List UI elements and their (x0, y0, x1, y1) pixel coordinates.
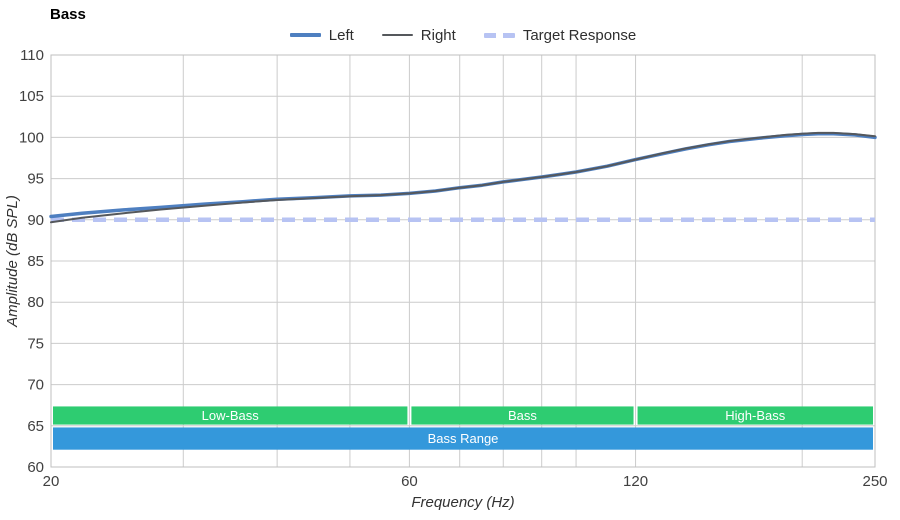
y-tick-label-80: 80 (27, 294, 44, 311)
y-tick-label-105: 105 (19, 88, 44, 105)
y-tick-label-60: 60 (27, 459, 44, 476)
legend-label-right: Right (420, 26, 456, 44)
band-bass (411, 406, 634, 425)
y-tick-label-110: 110 (20, 47, 44, 64)
legend-label-left: Left (328, 26, 354, 44)
series-line-left (49, 131, 877, 219)
x-tick-label-250hz: 250 (862, 473, 887, 490)
chart-title: Bass (50, 6, 86, 23)
band-bass-range (53, 427, 873, 450)
band-label-bass-range: Bass Range (428, 431, 499, 446)
x-axis-title: Frequency (Hz) (411, 494, 514, 511)
legend: Left Right Target Response (51, 26, 875, 44)
right-line-swatch-icon (381, 34, 413, 36)
band-low-bass (53, 406, 408, 425)
x-tick-label-60hz: 60 (401, 473, 418, 490)
legend-item-left: Left (289, 26, 354, 44)
y-tick-label-70: 70 (27, 377, 44, 394)
x-tick-label-120hz: 120 (623, 473, 648, 490)
plot-frame (50, 54, 876, 468)
y-tick-label-85: 85 (27, 253, 44, 270)
x-tick-label-20hz: 20 (43, 473, 60, 490)
y-tick-label-95: 95 (27, 171, 44, 188)
target-response-line-swatch-icon (483, 32, 515, 38)
y-tick-label-65: 65 (27, 418, 44, 435)
series-line-right (50, 131, 876, 224)
legend-item-right: Right (381, 26, 456, 44)
legend-item-target-response: Target Response (483, 26, 637, 44)
band-label-low-bass: Low-Bass (202, 408, 260, 423)
left-line-swatch-icon (289, 33, 321, 37)
y-tick-label-90: 90 (27, 212, 44, 229)
y-tick-label-100: 100 (19, 129, 44, 146)
band-label-bass: Bass (508, 408, 537, 423)
band-high-bass (637, 406, 873, 425)
legend-label-target-response: Target Response (522, 26, 637, 44)
y-tick-label-75: 75 (27, 335, 44, 352)
y-axis-title: Amplitude (dB SPL) (4, 195, 21, 328)
band-label-high-bass: High-Bass (725, 408, 785, 423)
